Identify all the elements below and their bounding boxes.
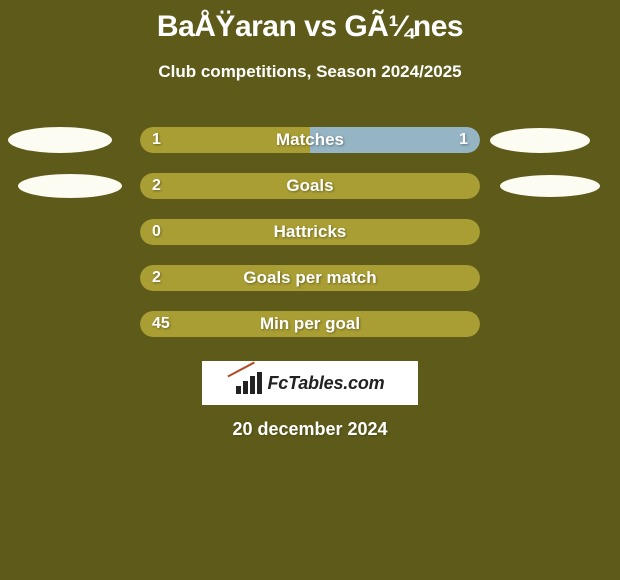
stat-left-value: 0 [152, 219, 161, 245]
stat-row: 45Min per goal [0, 301, 620, 347]
stat-bar-left-fill [140, 219, 480, 245]
player-right-marker [490, 128, 590, 153]
stat-bar: 11Matches [140, 127, 480, 153]
logo-chart-icon [236, 372, 262, 394]
stat-row: 0Hattricks [0, 209, 620, 255]
site-logo[interactable]: FcTables.com [202, 361, 418, 405]
stat-bar-left-fill [140, 127, 310, 153]
page-subtitle: Club competitions, Season 2024/2025 [0, 62, 620, 82]
stat-left-value: 1 [152, 127, 161, 153]
report-date: 20 december 2024 [0, 419, 620, 440]
stat-bar: 2Goals [140, 173, 480, 199]
stat-bar: 2Goals per match [140, 265, 480, 291]
stat-bar-left-fill [140, 265, 480, 291]
stat-left-value: 2 [152, 173, 161, 199]
stat-bar-right-fill [310, 127, 480, 153]
player-left-marker [18, 174, 122, 198]
stat-row: 2Goals [0, 163, 620, 209]
stat-left-value: 2 [152, 265, 161, 291]
stats-container: 11Matches2Goals0Hattricks2Goals per matc… [0, 117, 620, 347]
stat-bar: 0Hattricks [140, 219, 480, 245]
stat-bar-left-fill [140, 173, 480, 199]
page-title: BaÅŸaran vs GÃ¼nes [0, 0, 620, 44]
player-right-marker [500, 175, 600, 197]
stat-bar: 45Min per goal [140, 311, 480, 337]
stat-row: 2Goals per match [0, 255, 620, 301]
stat-right-value: 1 [459, 127, 468, 153]
stat-bar-left-fill [140, 311, 480, 337]
player-left-marker [8, 127, 112, 153]
page-root: BaÅŸaran vs GÃ¼nes Club competitions, Se… [0, 0, 620, 580]
stat-row: 11Matches [0, 117, 620, 163]
stat-left-value: 45 [152, 311, 170, 337]
logo-text: FcTables.com [268, 373, 385, 394]
